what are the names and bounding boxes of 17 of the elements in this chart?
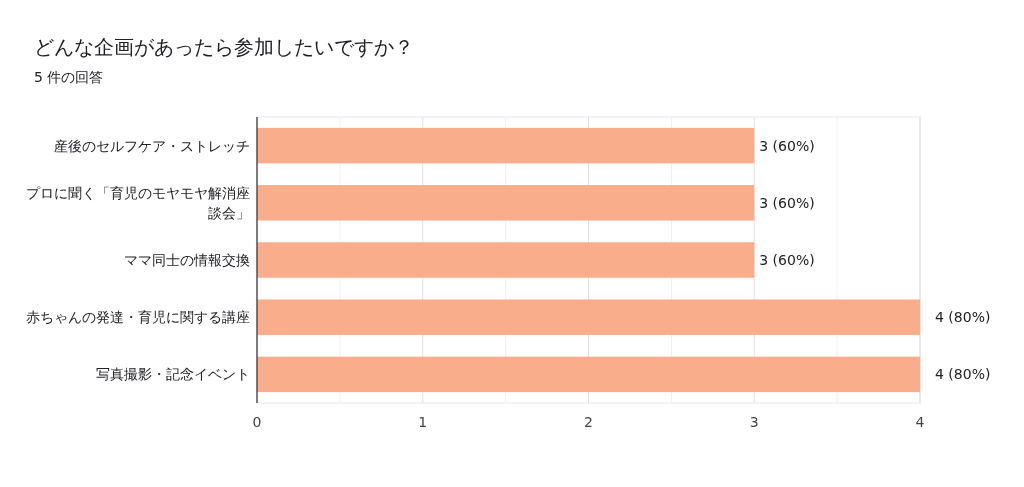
data-label: 3 (60%) (759, 194, 815, 211)
x-tick-label: 0 (252, 414, 262, 430)
x-tick-label: 4 (915, 414, 925, 430)
x-tick-label: 2 (584, 414, 593, 430)
data-label: 3 (60%) (759, 252, 815, 268)
y-tick-label: ママ同士の情報交換 (124, 252, 250, 268)
chart-title: どんな企画があったら参加したいですか？ (34, 35, 414, 59)
y-tick-label: 産後のセルフケア・ストレッチ (54, 137, 250, 154)
data-label: 4 (80%) (935, 366, 991, 383)
data-label: 3 (60%) (759, 137, 815, 154)
y-tick-label: 赤ちゃんの発達・育児に関する講座 (26, 309, 250, 326)
data-label: 4 (80%) (935, 309, 991, 326)
y-tick-label: 写真撮影・記念イベント (96, 366, 250, 383)
x-tick-label: 1 (418, 414, 428, 430)
x-tick-label: 3 (749, 414, 759, 430)
text: 5 件の回答 (34, 69, 104, 85)
y-tick-label: プロに聞く「育児のモヤモヤ解消座談会」 (26, 184, 250, 221)
